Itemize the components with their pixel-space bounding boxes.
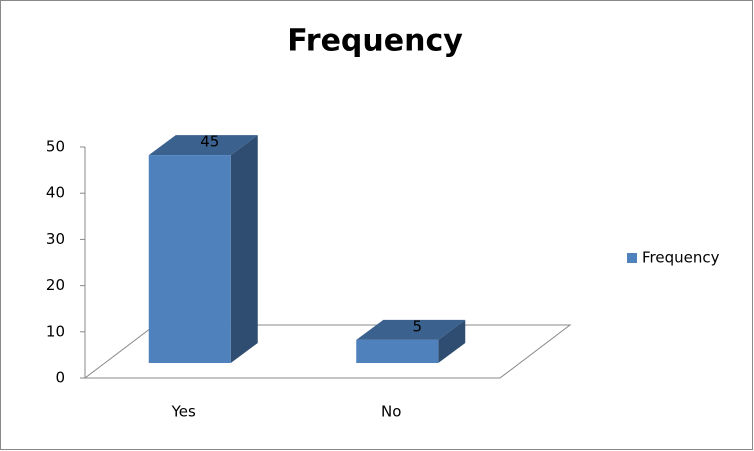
- chart-title: Frequency: [287, 24, 463, 59]
- y-tick-label: 20: [46, 276, 65, 294]
- y-tick-label: 10: [46, 322, 65, 340]
- data-label: 5: [412, 317, 422, 335]
- x-tick-label: Yes: [171, 403, 196, 421]
- bar-side: [230, 135, 258, 363]
- floor: [83, 324, 572, 379]
- bar: [148, 155, 231, 363]
- y-tick-label: 0: [55, 369, 65, 387]
- legend-label: Frequency: [642, 249, 720, 267]
- legend-swatch: [627, 253, 637, 263]
- bar-side: [438, 319, 466, 363]
- bar: [356, 339, 439, 363]
- y-tick-label: 30: [46, 230, 65, 248]
- x-tick-label: No: [381, 403, 401, 421]
- y-tick-label: 40: [46, 184, 65, 202]
- y-tick-label: 50: [46, 138, 65, 156]
- bar-top: [356, 319, 466, 340]
- data-label: 45: [200, 133, 219, 151]
- bar-top: [148, 135, 258, 156]
